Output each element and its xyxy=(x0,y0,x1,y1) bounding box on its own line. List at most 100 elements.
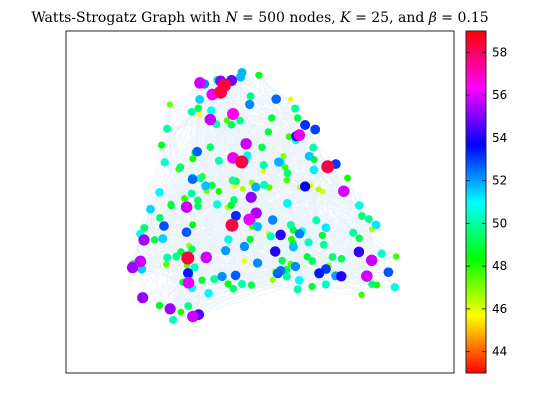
graph-node xyxy=(140,224,148,232)
graph-node xyxy=(150,236,159,244)
graph-node xyxy=(187,174,198,185)
graph-node xyxy=(243,213,256,226)
graph-node xyxy=(204,113,217,126)
graph-node xyxy=(269,276,276,283)
graph-node xyxy=(224,235,233,244)
graph-node xyxy=(163,261,170,268)
graph-node xyxy=(237,279,247,289)
graph-node xyxy=(181,227,192,238)
graph-node xyxy=(239,241,250,252)
graph-node xyxy=(189,221,197,229)
graph-node xyxy=(224,280,232,288)
graph-node xyxy=(321,223,331,233)
colorbar-tick-label: 44 xyxy=(492,345,507,359)
graph-node xyxy=(281,164,289,171)
graph-node xyxy=(237,67,247,78)
graph-node xyxy=(196,174,205,183)
graph-node xyxy=(245,191,257,203)
graph-node xyxy=(368,280,376,289)
graph-node xyxy=(321,280,331,289)
graph-node xyxy=(181,195,188,202)
graph-node xyxy=(177,248,185,256)
graph-node xyxy=(223,117,231,124)
graph-node xyxy=(227,120,236,129)
graph-node xyxy=(321,160,335,174)
graph-node xyxy=(282,272,291,281)
graph-node xyxy=(290,261,301,272)
graph-node xyxy=(235,155,249,169)
colorbar: 44 46 48 50 52 54 56 58 xyxy=(465,30,507,374)
graph-node xyxy=(328,253,337,261)
graph-node xyxy=(155,301,164,310)
colorbar-tick-label: 46 xyxy=(492,302,507,316)
graph-node xyxy=(184,302,193,310)
graph-node xyxy=(246,235,254,244)
graph-node xyxy=(268,215,278,225)
graph-node xyxy=(146,204,155,214)
graph-node xyxy=(283,176,291,184)
graph-node xyxy=(337,255,346,263)
graph-node xyxy=(344,174,352,182)
graph-node xyxy=(252,221,263,232)
graph-node xyxy=(353,246,365,258)
graph-node xyxy=(187,189,196,198)
graph-node xyxy=(258,143,266,152)
graph-node xyxy=(294,229,305,239)
chart-title: Watts-Strogatz Graph with N = 500 nodes,… xyxy=(31,10,488,26)
graph-node xyxy=(159,221,169,231)
graph-node xyxy=(204,288,213,298)
graph-node xyxy=(190,263,199,272)
graph-node xyxy=(160,158,169,167)
graph-node xyxy=(182,276,195,289)
graph-node xyxy=(192,146,202,157)
graph-node xyxy=(172,252,181,261)
graph-node xyxy=(163,124,172,133)
graph-node xyxy=(271,94,281,104)
graph-node xyxy=(336,271,347,282)
graph-node xyxy=(310,124,321,135)
graph-node xyxy=(196,112,203,118)
graph-node xyxy=(231,183,237,190)
graph-node xyxy=(188,245,196,254)
graph-node xyxy=(214,156,223,165)
graph-node xyxy=(312,216,321,225)
graph-node xyxy=(358,291,365,299)
graph-node xyxy=(157,141,166,149)
graph-node xyxy=(198,276,206,284)
graph-node xyxy=(288,242,298,252)
graph-node xyxy=(259,161,268,170)
graph-node xyxy=(230,210,241,221)
graph-node xyxy=(318,231,327,240)
graph-node xyxy=(207,106,216,115)
graph-node xyxy=(229,284,238,293)
graph-node xyxy=(371,220,381,230)
colorbar-tick-label: 48 xyxy=(492,259,507,273)
colorbar-tick-label: 56 xyxy=(492,88,507,102)
graph-node xyxy=(166,101,174,108)
colorbar-tick-label: 54 xyxy=(492,131,507,145)
graph-node xyxy=(319,240,328,249)
graph-node xyxy=(137,292,149,304)
graph-node xyxy=(194,77,206,89)
graph-node xyxy=(273,268,283,279)
graph-node xyxy=(236,116,244,125)
colorbar-tick-label: 52 xyxy=(492,174,507,188)
graph-node xyxy=(355,234,363,243)
graph-node xyxy=(308,257,317,265)
graph-node xyxy=(286,221,295,229)
graph-node xyxy=(239,186,246,193)
graph-node xyxy=(364,215,373,224)
graph-node xyxy=(228,176,237,185)
graph-node xyxy=(182,268,194,279)
graph-node xyxy=(180,201,193,213)
colorbar-tick-label: 58 xyxy=(492,45,507,59)
graph-node xyxy=(189,155,197,163)
graph-node xyxy=(274,157,284,167)
graph-node xyxy=(176,163,185,172)
graph-node xyxy=(177,308,185,316)
graph-node xyxy=(187,107,196,116)
graph-node xyxy=(240,138,252,150)
graph-node xyxy=(187,310,199,323)
graph-node xyxy=(215,187,223,195)
graph-node xyxy=(314,268,325,279)
